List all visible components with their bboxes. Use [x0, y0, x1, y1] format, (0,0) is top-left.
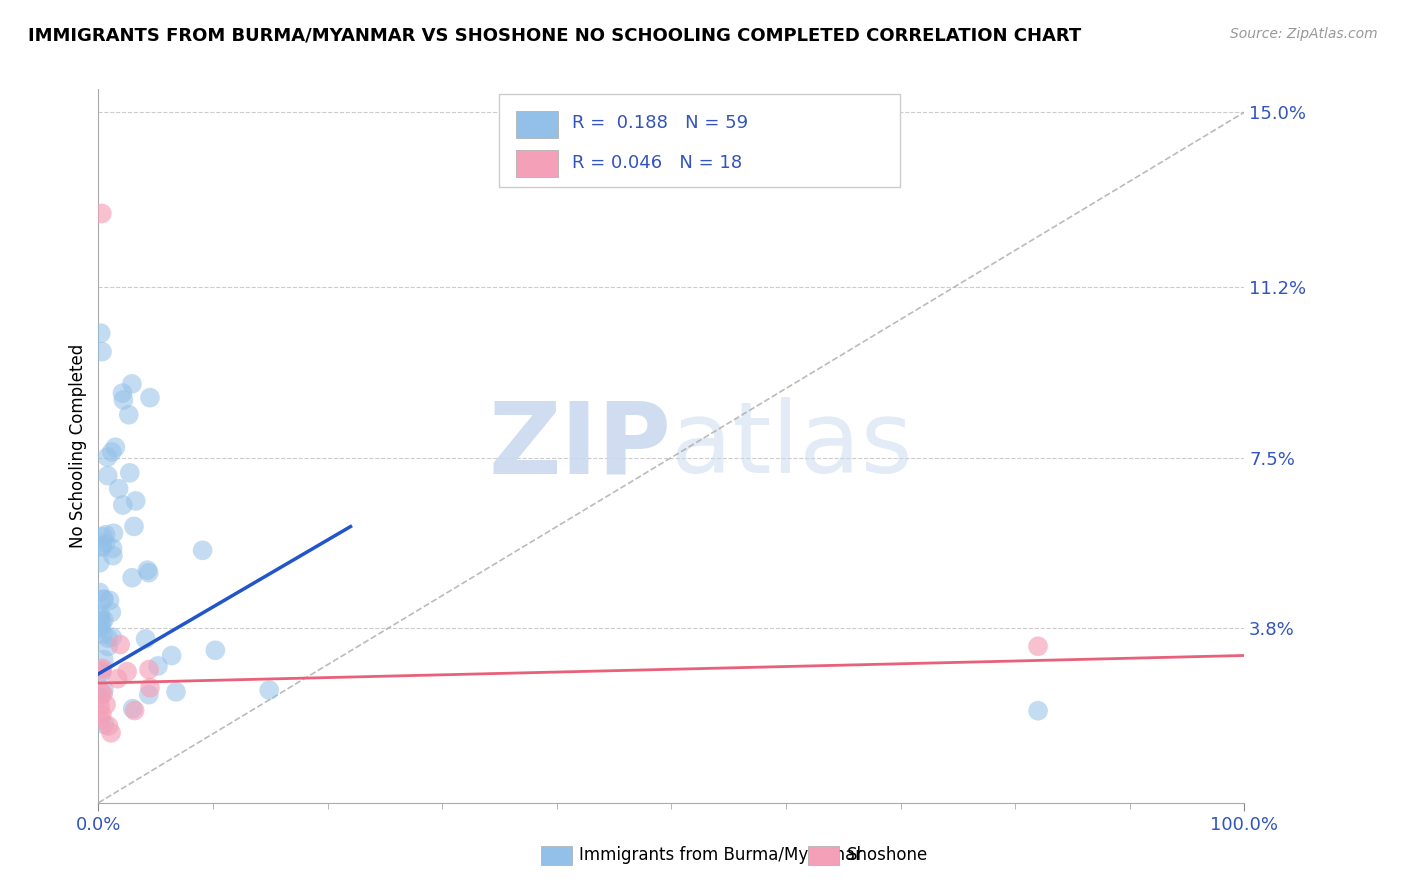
Point	[101, 549, 124, 563]
Point	[94, 527, 117, 541]
Point	[91, 344, 114, 359]
Point	[89, 556, 111, 570]
Point	[93, 717, 115, 731]
Text: atlas: atlas	[672, 398, 912, 494]
Point	[1026, 640, 1049, 654]
Point	[118, 408, 141, 422]
Point	[111, 386, 134, 401]
Text: Immigrants from Burma/Myanmar: Immigrants from Burma/Myanmar	[579, 847, 862, 864]
Text: Shoshone: Shoshone	[846, 847, 928, 864]
Point	[89, 690, 111, 705]
Text: R = 0.046   N = 18: R = 0.046 N = 18	[572, 154, 742, 172]
Point	[89, 712, 111, 726]
Point	[139, 391, 162, 405]
Point	[91, 615, 114, 630]
Point	[93, 613, 115, 627]
Point	[165, 685, 187, 699]
Point	[160, 648, 183, 663]
Point	[97, 631, 120, 645]
Text: IMMIGRANTS FROM BURMA/MYANMAR VS SHOSHONE NO SCHOOLING COMPLETED CORRELATION CHA: IMMIGRANTS FROM BURMA/MYANMAR VS SHOSHON…	[28, 27, 1081, 45]
Point	[146, 659, 169, 673]
Point	[91, 661, 114, 675]
Point	[90, 664, 112, 678]
Text: Source: ZipAtlas.com: Source: ZipAtlas.com	[1230, 27, 1378, 41]
Point	[89, 607, 111, 622]
Point	[204, 643, 226, 657]
Point	[191, 543, 214, 558]
Point	[121, 376, 143, 391]
Point	[97, 640, 120, 654]
Point	[108, 638, 131, 652]
Text: ZIP: ZIP	[488, 398, 672, 494]
Point	[91, 539, 114, 553]
Text: R =  0.188   N = 59: R = 0.188 N = 59	[572, 114, 748, 132]
Point	[101, 630, 124, 644]
Point	[139, 681, 162, 695]
Point	[101, 445, 124, 459]
Point	[89, 585, 111, 599]
Point	[89, 622, 111, 636]
Point	[125, 494, 148, 508]
Point	[138, 566, 160, 580]
Point	[90, 326, 112, 341]
Point	[91, 530, 114, 544]
Point	[90, 707, 112, 722]
Point	[121, 571, 143, 585]
Point	[121, 701, 143, 715]
Point	[93, 682, 115, 697]
Point	[90, 619, 112, 633]
Point	[91, 687, 114, 701]
Point	[93, 592, 115, 607]
Point	[97, 719, 120, 733]
Point	[112, 392, 135, 407]
Y-axis label: No Schooling Completed: No Schooling Completed	[69, 344, 87, 548]
Point	[101, 541, 124, 556]
Point	[94, 536, 117, 550]
Point	[124, 704, 146, 718]
Point	[1026, 704, 1049, 718]
Point	[138, 688, 160, 702]
Point	[96, 450, 118, 464]
Point	[93, 592, 115, 607]
Point	[115, 665, 138, 679]
Point	[100, 726, 122, 740]
Point	[90, 665, 112, 680]
Point	[93, 653, 115, 667]
Point	[107, 482, 129, 496]
Point	[122, 519, 145, 533]
Point	[111, 498, 134, 512]
Point	[135, 632, 157, 646]
Point	[118, 466, 141, 480]
Point	[107, 672, 129, 686]
Point	[90, 685, 112, 699]
Point	[98, 593, 121, 607]
Point	[91, 540, 114, 554]
Point	[97, 468, 120, 483]
Point	[89, 610, 111, 624]
Point	[94, 698, 117, 712]
Point	[103, 526, 125, 541]
Point	[100, 605, 122, 619]
Point	[257, 683, 280, 698]
Point	[104, 440, 127, 454]
Point	[89, 699, 111, 714]
Point	[138, 663, 160, 677]
Point	[91, 627, 114, 641]
Point	[90, 206, 112, 220]
Point	[136, 563, 159, 577]
